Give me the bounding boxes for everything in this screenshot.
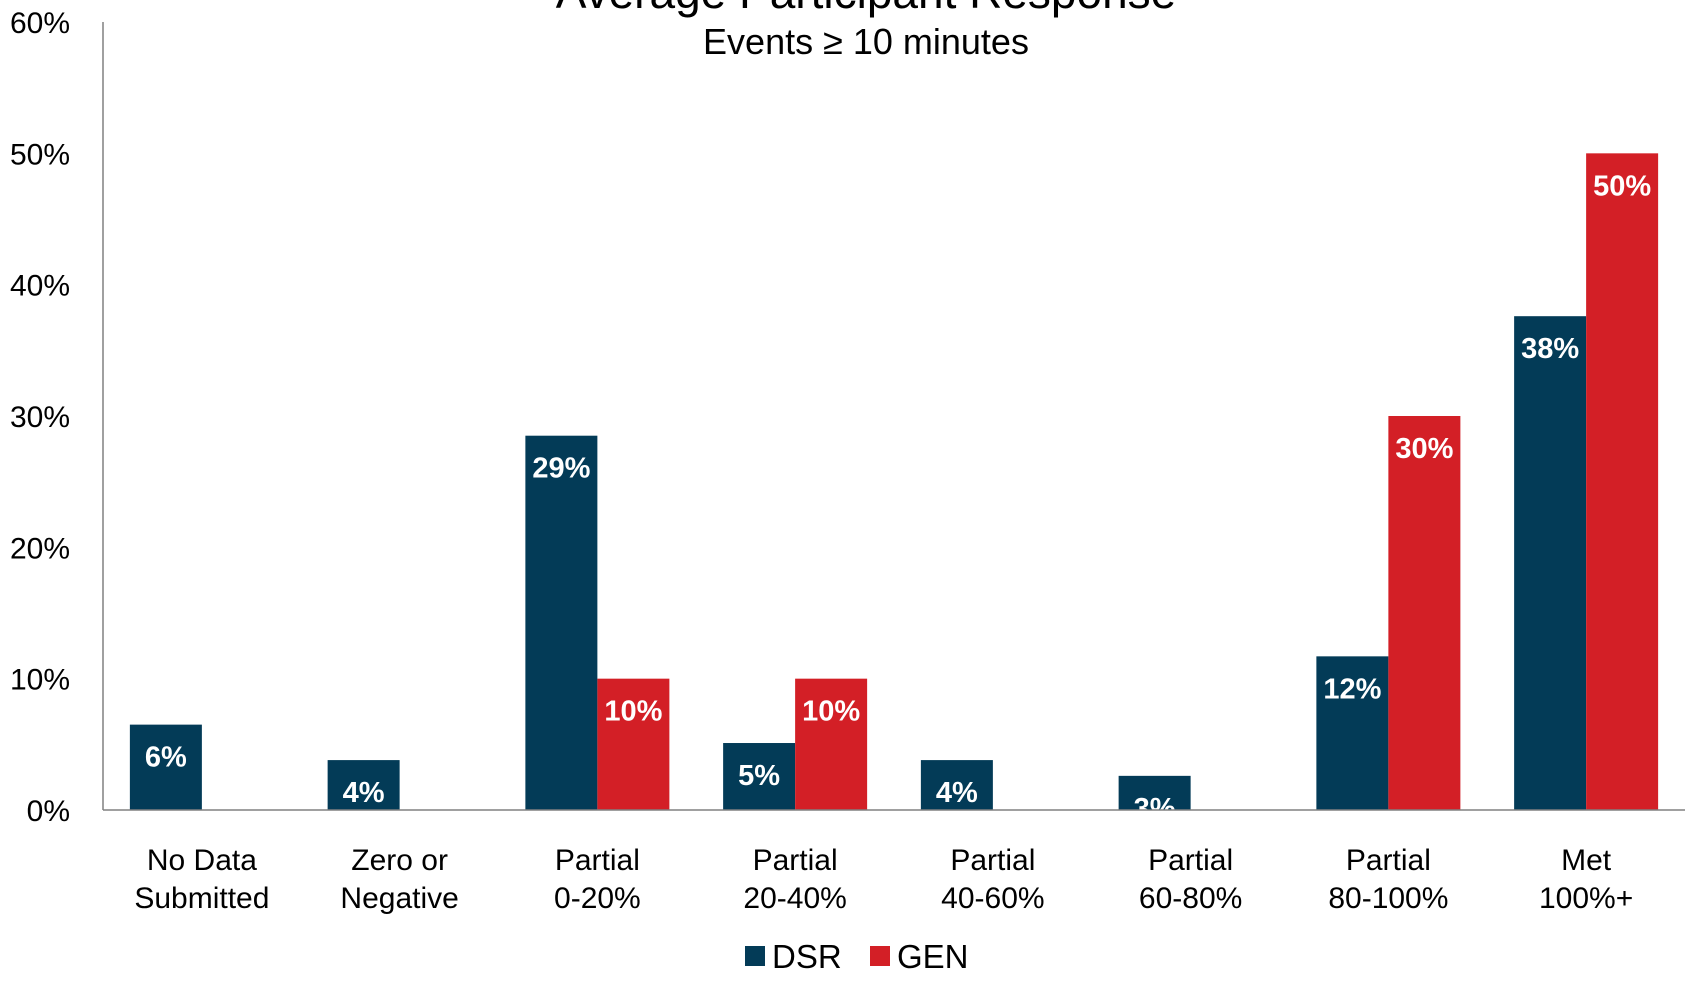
x-tick-label: Partial [1148,844,1233,877]
x-tick-label: Zero or [351,844,448,877]
x-tick-label: 0-20% [554,882,641,915]
data-label: 12% [1323,673,1381,705]
bar-gen [1586,153,1659,811]
y-tick-label: 20% [10,532,70,565]
x-tick-label: Partial [1346,844,1431,877]
bar-dsr [723,743,796,810]
data-label: 38% [1521,333,1579,365]
legend-label-dsr: DSR [772,938,842,975]
y-axis: 0% 10% 20% 30% 40% 50% 60% [10,7,104,828]
x-tick-label: No Data [147,844,257,877]
bar-dsr [1514,316,1587,810]
x-tick-label: 60-80% [1139,882,1242,915]
bar-dsr [129,724,202,810]
chart-title-group: Average Participant Response Events ≥ 10… [556,0,1177,62]
data-label: 6% [145,742,187,774]
bar-dsr [327,760,400,810]
y-tick-label: 10% [10,664,70,697]
x-tick-label: Partial [753,844,838,877]
y-tick-label: 30% [10,401,70,434]
x-tick-label: 20-40% [743,882,846,915]
legend: DSR GEN [745,938,969,975]
bar-dsr [525,435,598,810]
y-tick-label: 50% [10,138,70,171]
data-label: 29% [532,453,590,485]
data-label: 10% [802,696,860,728]
data-label: 10% [604,696,662,728]
y-tick-label: 60% [10,7,70,40]
bars-group: 6% 4% 29% 10% 5% 10% 4% 3% 12% 30% 38% 50% [129,153,1659,825]
bar-gen [597,678,670,810]
x-tick-label: 80-100% [1328,882,1448,915]
data-label: 50% [1593,170,1651,202]
data-label: 3% [1134,793,1176,825]
x-tick-label: Negative [340,882,458,915]
legend-swatch-gen [870,946,890,966]
legend-label-gen: GEN [897,938,969,975]
x-axis: No Data Submitted Zero or Negative Partial 0-… [103,809,1685,915]
chart-title: Average Participant Response [556,0,1177,18]
data-label: 30% [1395,433,1453,465]
data-label: 4% [343,777,385,809]
bar-dsr [920,760,993,810]
bar-dsr [1316,656,1389,810]
chart-subtitle: Events ≥ 10 minutes [703,21,1029,62]
data-label: 4% [936,777,978,809]
x-tick-label: 100%+ [1539,882,1633,915]
bar-dsr [1118,775,1191,810]
x-tick-label: Partial [555,844,640,877]
y-tick-label: 40% [10,270,70,303]
bar-gen [1388,416,1461,810]
legend-swatch-dsr [745,946,765,966]
x-tick-label: Met [1561,844,1612,877]
bar-gen [795,678,868,810]
x-tick-label: 40-60% [941,882,1044,915]
data-label: 5% [738,760,780,792]
y-tick-label: 0% [27,795,70,828]
x-tick-label: Partial [950,844,1035,877]
x-tick-label: Submitted [134,882,269,915]
